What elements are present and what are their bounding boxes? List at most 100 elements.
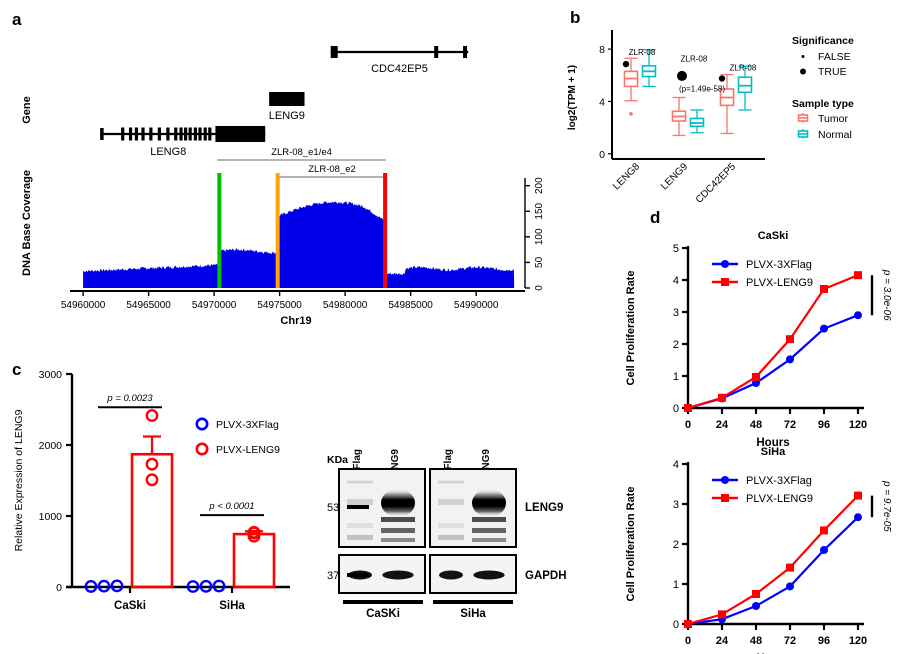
legend-box-swatch bbox=[797, 113, 809, 123]
blot-band-gapdh bbox=[473, 570, 505, 580]
blot-marker-37: 37 bbox=[327, 570, 339, 582]
panel-d-chart-title: CaSki bbox=[758, 230, 789, 242]
data-point bbox=[684, 620, 692, 628]
gene-exon-large bbox=[215, 126, 266, 142]
data-point bbox=[854, 311, 862, 320]
blot-band bbox=[472, 538, 506, 542]
gene-exon bbox=[203, 127, 207, 141]
legend-marker bbox=[195, 417, 209, 431]
panel-d-ytick-label: 1 bbox=[673, 371, 679, 383]
blot-band bbox=[347, 479, 373, 485]
data-point bbox=[820, 526, 828, 535]
gene-exon bbox=[100, 128, 104, 140]
legend-label-significance: TRUE bbox=[818, 66, 847, 78]
data-point bbox=[145, 457, 159, 471]
blot-band bbox=[347, 535, 373, 540]
data-point bbox=[752, 590, 760, 598]
legend-dot bbox=[800, 68, 806, 75]
panel-a-letter: a bbox=[12, 10, 22, 29]
panel-c-western-blot: PLVX-3XFlagPLVX-LENG9PLVX-3XFlagPLVX-LEN… bbox=[325, 395, 605, 635]
panel-d-xtick-label: 72 bbox=[784, 635, 796, 647]
gene-exon bbox=[434, 46, 439, 58]
legend-label-sample-type: Tumor bbox=[818, 113, 848, 125]
bar-group bbox=[186, 579, 226, 593]
panel-d-ytick-label: 4 bbox=[673, 459, 679, 471]
blot-band bbox=[347, 499, 373, 505]
bar-group bbox=[130, 409, 174, 589]
gene-exon bbox=[183, 127, 188, 141]
significance-dot bbox=[718, 75, 726, 82]
coverage-ytick-label: 0 bbox=[534, 285, 545, 291]
data-point bbox=[854, 491, 862, 500]
data-point bbox=[786, 355, 794, 364]
data-point bbox=[854, 271, 862, 280]
blot-band bbox=[472, 517, 506, 522]
significance-dot bbox=[677, 70, 687, 81]
data-point bbox=[752, 602, 760, 610]
panel-d-xtick-label: 72 bbox=[784, 419, 796, 431]
gene-label-leng9: LENG9 bbox=[269, 110, 305, 122]
panel-d-xlabel: Hours bbox=[756, 437, 789, 449]
panel-b-xtick-label: CDC42EP5 bbox=[694, 161, 739, 206]
blot-kda-label: KDa bbox=[327, 454, 348, 466]
legend-title-sample-type: Sample type bbox=[792, 98, 854, 110]
panel-b-xtick-label: LENG8 bbox=[611, 161, 642, 192]
blot-protein-label-gapdh: GAPDH bbox=[525, 570, 567, 582]
chr-xtick-label: 54985000 bbox=[388, 300, 433, 311]
panel-b-ylabel: log2(TPM + 1) bbox=[567, 65, 578, 130]
blot-band bbox=[381, 517, 415, 522]
legend-dot bbox=[801, 55, 805, 58]
legend-marker bbox=[195, 442, 209, 456]
line-series bbox=[687, 494, 859, 626]
panel-d-ytick-label: 0 bbox=[673, 619, 679, 631]
panel-d-pvalue: p = 3.0e-06 bbox=[881, 269, 892, 321]
gene-exon bbox=[193, 127, 198, 141]
panel-d-ytick-label: 1 bbox=[673, 579, 679, 591]
data-point bbox=[145, 473, 159, 487]
panel-d-xtick-label: 48 bbox=[750, 419, 762, 431]
legend-marker bbox=[721, 260, 729, 268]
panel-b-annotation: ZLR-08 bbox=[629, 48, 656, 57]
data-point bbox=[820, 324, 828, 333]
blot-protein-label-leng9: LENG9 bbox=[525, 502, 563, 514]
panel-c-xtick-label: CaSki bbox=[114, 600, 146, 612]
blot-group-label-siha: SiHa bbox=[460, 608, 486, 620]
blot-band-gapdh bbox=[439, 570, 463, 580]
gene-axis-label: Gene bbox=[21, 96, 33, 124]
blot-marker-53: 53 bbox=[327, 502, 339, 514]
chr-xtick-label: 54980000 bbox=[323, 300, 368, 311]
data-point bbox=[718, 393, 726, 402]
panel-a-figure: Gene DNA Base Coverage CDC42EP5 LENG9 LENG8 Z… bbox=[0, 18, 548, 327]
gene-exon bbox=[269, 92, 305, 106]
legend-title-significance: Significance bbox=[792, 35, 854, 47]
panel-d-legend-label: PLVX-3XFlag bbox=[746, 475, 812, 487]
panel-d-xtick-label: 96 bbox=[818, 419, 830, 431]
chr-xtick-label: 54965000 bbox=[126, 300, 171, 311]
legend-label-sample-type: Normal bbox=[818, 129, 852, 141]
gene-exon bbox=[149, 127, 153, 141]
gene-exon bbox=[208, 127, 212, 141]
data-point bbox=[199, 579, 213, 593]
panel-c-ytick-label: 3000 bbox=[39, 369, 63, 381]
bar bbox=[130, 452, 174, 589]
gene-exon bbox=[174, 127, 178, 141]
coverage-ytick-label: 50 bbox=[534, 256, 545, 268]
chr-xtick-label: 54970000 bbox=[192, 300, 237, 311]
panel-c-pvalue: p = 0.0023 bbox=[106, 393, 153, 404]
green-marker bbox=[217, 173, 222, 288]
data-point bbox=[212, 579, 226, 593]
panel-c-legend-label: PLVX-LENG9 bbox=[216, 444, 280, 456]
blot-band bbox=[381, 489, 415, 517]
coverage-ytick-label: 100 bbox=[534, 228, 545, 245]
gene-exon bbox=[179, 127, 183, 141]
blot-band-gapdh bbox=[382, 570, 414, 580]
coverage-ytick-label: 200 bbox=[534, 177, 545, 194]
chr-x-axis bbox=[70, 290, 525, 296]
panel-d-xtick-label: 96 bbox=[818, 635, 830, 647]
panel-d-xtick-label: 120 bbox=[849, 635, 867, 647]
data-point bbox=[786, 582, 794, 591]
blot-band bbox=[472, 528, 506, 533]
legend-marker bbox=[721, 494, 729, 502]
panel-d-legend-label: PLVX-LENG9 bbox=[746, 493, 813, 505]
blot-band bbox=[438, 479, 464, 485]
